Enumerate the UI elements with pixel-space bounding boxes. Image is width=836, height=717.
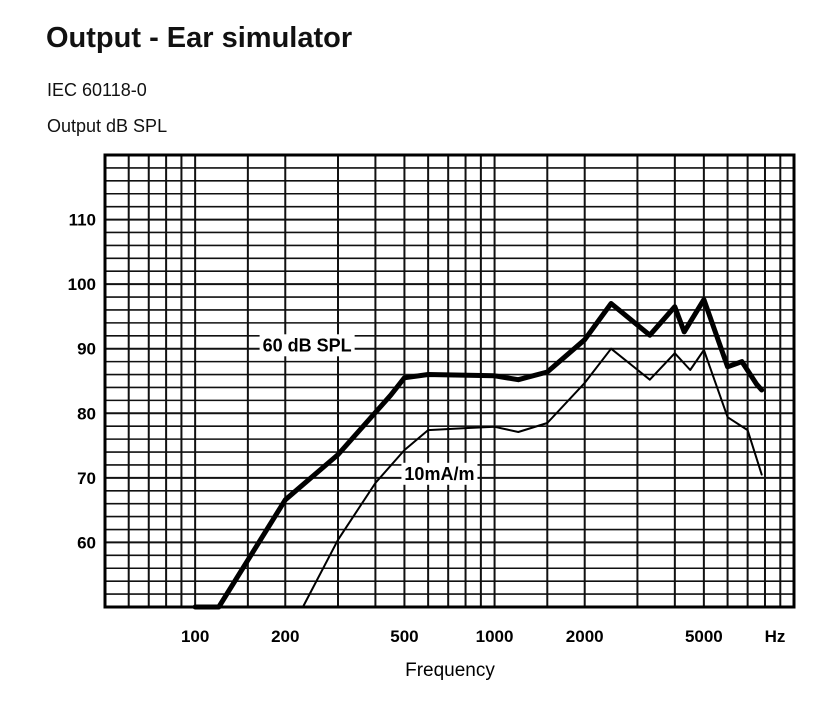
plot-frame [103,153,796,609]
x-tick-label: 1000 [476,627,514,646]
labels: 60 dB SPL 10mA/m 60 70 80 90 100 110 100 200 500 10… [68,211,786,681]
series-line-60db-spl [192,297,765,610]
x-tick-label: 5000 [685,627,723,646]
y-tick-label: 80 [77,404,96,423]
y-tick-label: 60 [77,533,96,552]
y-tick-label: 90 [77,340,96,359]
y-tick-label: 110 [69,211,96,230]
x-tick-label: 100 [181,627,209,646]
series-line-10ma-m [301,347,763,608]
series-lines [192,297,765,610]
x-axis-label: Frequency [405,660,495,681]
label-background [259,334,355,357]
x-tick-label: 500 [390,627,418,646]
chart-title: Output - Ear simulator [46,22,353,54]
series-label-60db-spl: 60 dB SPL [263,335,352,355]
x-unit-label: Hz [765,627,786,646]
x-tick-label: 2000 [566,627,604,646]
x-tick-label: 200 [271,627,299,646]
label-background [401,462,478,485]
y-tick-label: 70 [77,469,96,488]
series-label-10ma-m: 10mA/m [404,464,474,484]
y-axis-label: Output dB SPL [47,116,168,136]
chart-subtitle: IEC 60118-0 [47,80,147,100]
y-tick-label: 100 [68,275,96,294]
grid [103,153,796,609]
